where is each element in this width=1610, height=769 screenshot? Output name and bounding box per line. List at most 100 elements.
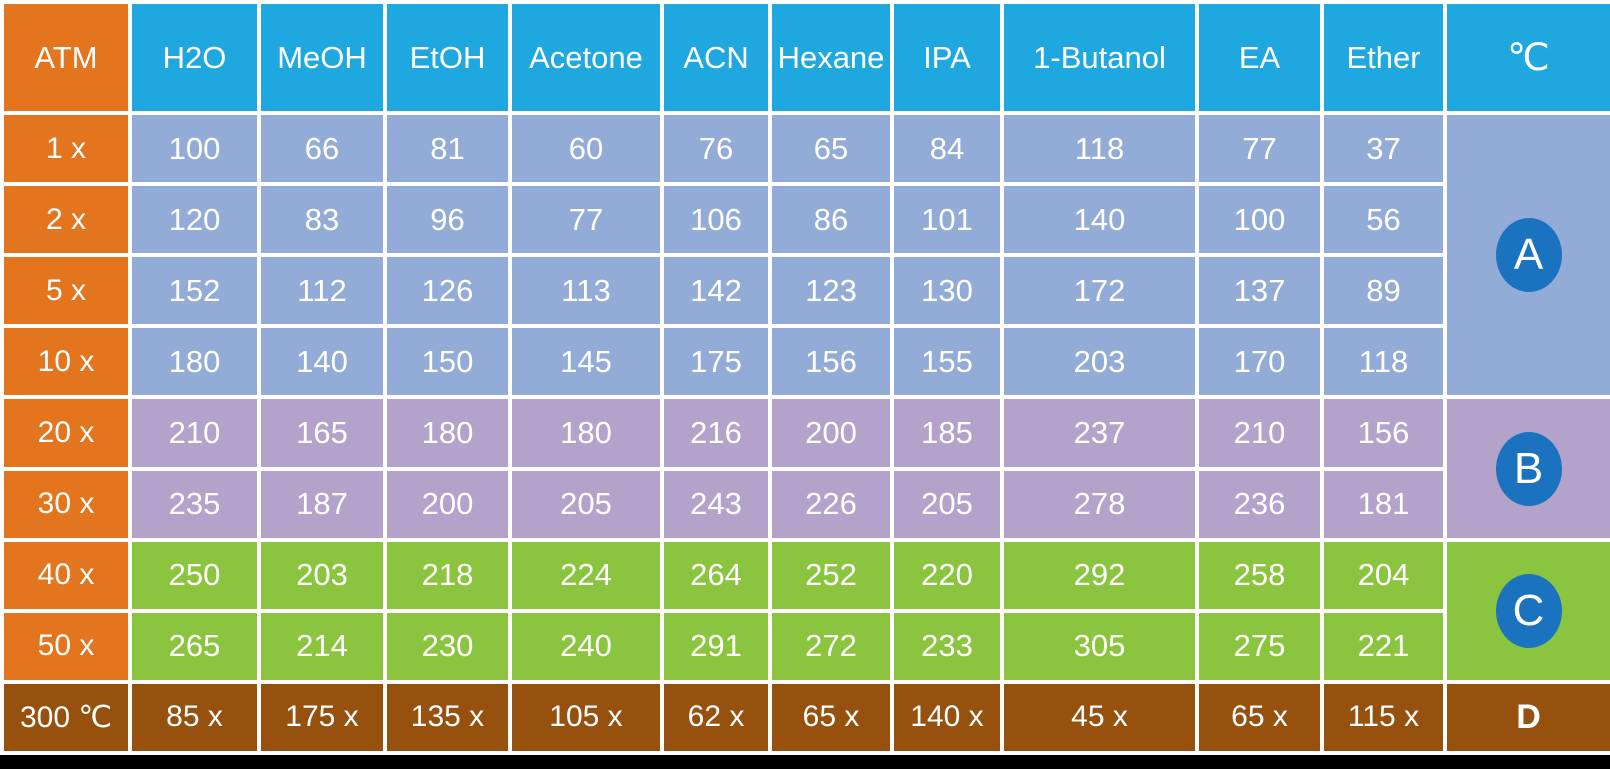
value-cell: 220: [890, 537, 1004, 613]
value-cell: 237: [1000, 395, 1199, 471]
value-cell: 221: [1320, 608, 1447, 684]
value-cell: 152: [128, 253, 261, 329]
value-cell: 66: [257, 110, 387, 187]
value-cell: 89: [1320, 253, 1447, 329]
value-cell: 85 x: [128, 679, 261, 756]
value-cell: 137: [1195, 253, 1324, 329]
value-cell: 265: [128, 608, 261, 684]
row-label: 1 x: [0, 110, 132, 187]
value-cell: 185: [890, 395, 1004, 471]
value-cell: 105 x: [508, 679, 664, 756]
value-cell: 65: [768, 110, 894, 187]
row-label: 30 x: [0, 466, 132, 542]
value-cell: 180: [508, 395, 664, 471]
value-cell: 77: [1195, 110, 1324, 187]
value-cell: 240: [508, 608, 664, 684]
table-row-2x: 2 x 120 83 96 77 106 86 101 140 100 56: [0, 182, 1610, 258]
col-header-meoh: MeOH: [257, 0, 387, 115]
value-cell: 210: [1195, 395, 1324, 471]
col-header-ipa: IPA: [890, 0, 1004, 115]
value-cell: 65 x: [768, 679, 894, 756]
value-cell: 142: [660, 253, 772, 329]
value-cell: 84: [890, 110, 1004, 187]
value-cell: 275: [1195, 608, 1324, 684]
value-cell: 96: [383, 182, 512, 258]
value-cell: 250: [128, 537, 261, 613]
table-row-40x: 40 x 250 203 218 224 264 252 220 292 258…: [0, 537, 1610, 684]
value-cell: 175: [660, 324, 772, 400]
value-cell: 216: [660, 395, 772, 471]
zone-d-cell: D: [1443, 679, 1610, 756]
value-cell: 100: [1195, 182, 1324, 258]
col-header-ea: EA: [1195, 0, 1324, 115]
value-cell: 252: [768, 537, 894, 613]
value-cell: 214: [257, 608, 387, 684]
value-cell: 37: [1320, 110, 1447, 187]
value-cell: 106: [660, 182, 772, 258]
row-label: 10 x: [0, 324, 132, 400]
value-cell: 65 x: [1195, 679, 1324, 756]
value-cell: 156: [768, 324, 894, 400]
value-cell: 76: [660, 110, 772, 187]
value-cell: 118: [1000, 110, 1199, 187]
value-cell: 224: [508, 537, 664, 613]
zone-b-badge: B: [1495, 431, 1562, 506]
value-cell: 156: [1320, 395, 1447, 471]
value-cell: 180: [383, 395, 512, 471]
value-cell: 187: [257, 466, 387, 542]
value-cell: 56: [1320, 182, 1447, 258]
value-cell: 272: [768, 608, 894, 684]
value-cell: 113: [508, 253, 664, 329]
zone-a-badge: A: [1495, 218, 1562, 293]
value-cell: 175 x: [257, 679, 387, 756]
value-cell: 60: [508, 110, 664, 187]
col-header-acetone: Acetone: [508, 0, 664, 115]
value-cell: 181: [1320, 466, 1447, 542]
value-cell: 235: [128, 466, 261, 542]
value-cell: 205: [890, 466, 1004, 542]
value-cell: 155: [890, 324, 1004, 400]
value-cell: 100: [128, 110, 261, 187]
col-header-etoh: EtOH: [383, 0, 512, 115]
table-row-20x: 20 x 210 165 180 180 216 200 185 237 210…: [0, 395, 1610, 542]
row-label: 50 x: [0, 608, 132, 684]
value-cell: 291: [660, 608, 772, 684]
value-cell: 77: [508, 182, 664, 258]
value-cell: 86: [768, 182, 894, 258]
value-cell: 210: [128, 395, 261, 471]
value-cell: 218: [383, 537, 512, 613]
zone-a-cell: A: [1443, 110, 1610, 400]
value-cell: 205: [508, 466, 664, 542]
zone-b-cell: B: [1443, 395, 1610, 542]
value-cell: 258: [1195, 537, 1324, 613]
zone-c-badge: C: [1495, 573, 1562, 648]
value-cell: 200: [383, 466, 512, 542]
value-cell: 83: [257, 182, 387, 258]
col-header-acn: ACN: [660, 0, 772, 115]
row-label: 40 x: [0, 537, 132, 613]
table-row-1x: 1 x 100 66 81 60 76 65 84 118 77 37 A: [0, 110, 1610, 400]
table-row-10x: 10 x 180 140 150 145 175 156 155 203 170…: [0, 324, 1610, 400]
value-cell: 101: [890, 182, 1004, 258]
value-cell: 115 x: [1320, 679, 1447, 756]
value-cell: 236: [1195, 466, 1324, 542]
table-row-50x: 50 x 265 214 230 240 291 272 233 305 275…: [0, 608, 1610, 684]
col-header-atm: ATM: [0, 0, 132, 115]
value-cell: 305: [1000, 608, 1199, 684]
zone-c-cell: C: [1443, 537, 1610, 684]
value-cell: 120: [128, 182, 261, 258]
bottom-black-bar: [0, 755, 1610, 769]
value-cell: 226: [768, 466, 894, 542]
value-cell: 278: [1000, 466, 1199, 542]
value-cell: 135 x: [383, 679, 512, 756]
value-cell: 45 x: [1000, 679, 1199, 756]
value-cell: 172: [1000, 253, 1199, 329]
col-header-h2o: H2O: [128, 0, 261, 115]
table-row-300c: 300 ℃ 85 x 175 x 135 x 105 x 62 x 65 x 1…: [0, 679, 1610, 756]
value-cell: 112: [257, 253, 387, 329]
value-cell: 140: [1000, 182, 1199, 258]
value-cell: 140: [257, 324, 387, 400]
value-cell: 145: [508, 324, 664, 400]
value-cell: 170: [1195, 324, 1324, 400]
